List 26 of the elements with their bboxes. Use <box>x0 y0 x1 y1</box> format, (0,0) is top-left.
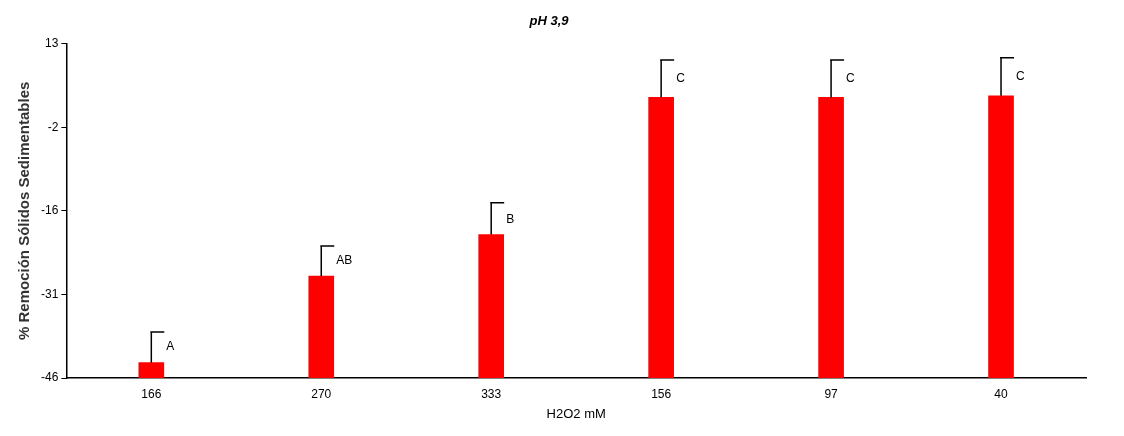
x-tick-label: 156 <box>651 386 672 401</box>
x-tick-label: 97 <box>824 386 839 401</box>
annotation: C <box>676 71 686 86</box>
bar <box>818 97 844 378</box>
annotation: C <box>1016 68 1026 83</box>
annotation: A <box>166 339 175 354</box>
x-tick-label: 166 <box>141 386 162 401</box>
chart-title: pH 3,9 <box>528 13 570 29</box>
bar <box>308 275 335 378</box>
annotation: B <box>506 211 515 226</box>
y-tick-label: -16 <box>41 203 59 218</box>
annotation: AB <box>336 252 353 267</box>
x-tick-label: 270 <box>311 386 332 401</box>
y-tick-label: -31 <box>41 286 59 301</box>
annotation: C <box>846 71 856 86</box>
bar <box>478 234 505 378</box>
x-tick-label: 333 <box>481 386 502 401</box>
y-tick-label: -46 <box>41 370 59 385</box>
bar <box>138 362 165 378</box>
bar <box>988 95 1014 378</box>
y-tick-label: -2 <box>47 119 59 134</box>
y-axis-title: % Remoción Sólidos Sedimentables <box>15 81 33 340</box>
y-tick-label: 13 <box>44 35 59 50</box>
x-axis-title: H2O2 mM <box>546 405 606 421</box>
bar <box>648 97 674 378</box>
x-tick-label: 40 <box>994 386 1009 401</box>
